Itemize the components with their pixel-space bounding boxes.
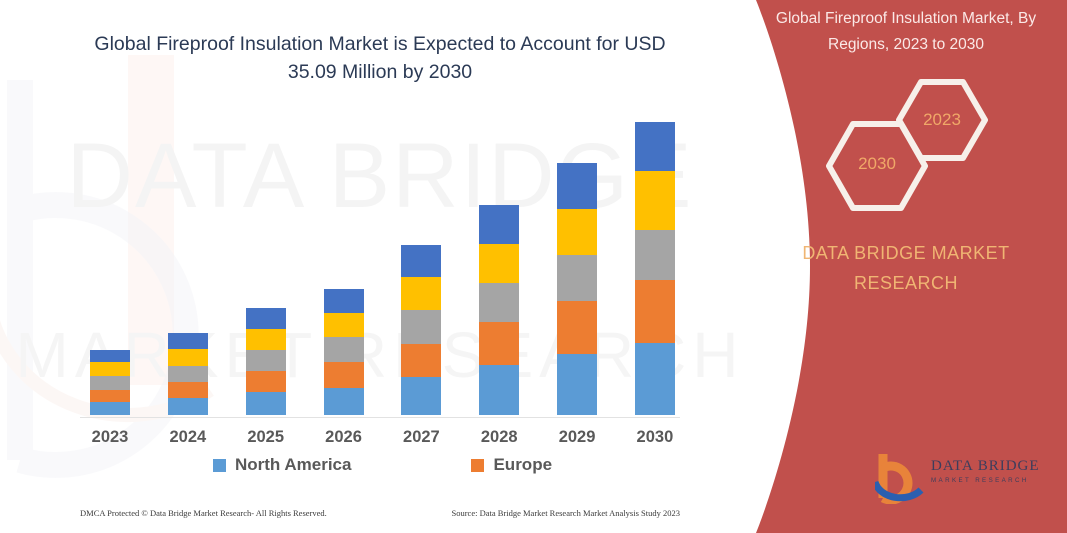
bar-2027 [401, 244, 442, 415]
bar-segment [557, 354, 598, 415]
bar-2023 [90, 349, 130, 415]
bar-segment [167, 333, 208, 349]
panel-brand-text: DATA BRIDGE MARKET RESEARCH [802, 243, 1010, 293]
chart-baseline-axis [80, 417, 680, 418]
legend-swatch-icon [471, 458, 485, 472]
chart-legend: North America Europe [90, 455, 675, 475]
x-axis-label-2024: 2024 [169, 428, 207, 446]
bar-segment [245, 370, 286, 392]
legend-label: Europe [493, 455, 553, 474]
bar-segment [634, 343, 675, 415]
bar-2028 [479, 204, 520, 415]
footer-source: Source: Data Bridge Market Research Mark… [451, 508, 680, 518]
bar-segment [557, 208, 598, 256]
bar-segment [245, 349, 286, 371]
logo-text-block: DATA BRIDGE MARKET RESEARCH [931, 458, 1065, 486]
page-title: Global Fireproof Insulation Market is Ex… [94, 33, 666, 83]
x-axis-label-2028: 2028 [480, 428, 518, 446]
bar-segment [90, 362, 130, 377]
bar-segment [479, 322, 520, 365]
panel-heading: Global Fireproof Insulation Market, By R… [775, 10, 1037, 53]
x-axis-label-2025: 2025 [247, 428, 285, 446]
x-axis-label-2023: 2023 [91, 428, 129, 446]
bar-2026 [323, 288, 364, 415]
bar-segment [557, 255, 598, 302]
x-axis-label-2030: 2030 [636, 428, 674, 446]
stacked-bar-chart [90, 110, 675, 415]
logo-tagline: MARKET RESEARCH [931, 477, 1029, 484]
bar-segment [401, 309, 442, 344]
bar-segment [323, 387, 364, 415]
logo-mark-icon [871, 454, 924, 505]
bar-segment [245, 328, 286, 350]
hexagon-2023-label: 2023 [923, 110, 961, 129]
bar-segment [323, 362, 364, 388]
bar-segment [479, 282, 520, 323]
bar-segment [90, 349, 130, 363]
bar-segment [323, 288, 364, 313]
legend-item[interactable]: North America [212, 455, 352, 475]
bar-segment [245, 391, 286, 415]
x-axis-label-2029: 2029 [558, 428, 596, 446]
bar-segment [634, 229, 675, 281]
bar-segment [167, 398, 208, 415]
bar-2025 [245, 307, 286, 415]
footer: DMCA Protected © Data Bridge Market Rese… [80, 508, 680, 518]
bar-segment [479, 243, 520, 283]
x-axis-labels: 2023 2024 2025 2026 2027 2028 2029 2030 [90, 428, 675, 447]
bar-segment [634, 280, 675, 344]
data-bridge-logo: DATA BRIDGE MARKET RESEARCH [871, 452, 1065, 508]
hexagon-2023-icon [896, 79, 988, 161]
bar-segment [557, 162, 598, 209]
bar-segment [167, 382, 208, 399]
bar-segment [634, 171, 675, 230]
legend-swatch-icon [212, 458, 226, 472]
bar-segment [90, 389, 130, 403]
bar-segment [167, 348, 208, 366]
bar-segment [90, 376, 130, 390]
bar-segment [401, 244, 442, 278]
bar-2029 [557, 162, 598, 415]
bar-segment [167, 365, 208, 383]
bar-segment [245, 307, 286, 329]
x-axis-label-2026: 2026 [325, 428, 362, 446]
bar-segment [479, 364, 520, 415]
bar-segment [401, 277, 442, 310]
hexagon-2030-label: 2030 [858, 154, 896, 173]
bar-segment [479, 204, 520, 244]
legend-label: North America [234, 455, 352, 474]
hexagon-group: 2030 2023 [745, 79, 1067, 211]
logo-name: DATA BRIDGE [931, 458, 1040, 474]
bar-2024 [167, 333, 208, 415]
bar-segment [401, 377, 442, 415]
bar-segment [90, 402, 130, 415]
legend-item[interactable]: Europe [471, 455, 552, 475]
bar-segment [323, 337, 364, 363]
right-panel-content: Global Fireproof Insulation Market, By R… [745, 0, 1067, 533]
bar-2030 [634, 121, 675, 415]
bar-segment [401, 343, 442, 378]
x-axis-label-2027: 2027 [403, 428, 440, 446]
bar-segment [557, 301, 598, 354]
bar-segment [634, 121, 675, 172]
footer-copyright: DMCA Protected © Data Bridge Market Rese… [80, 508, 327, 518]
bar-segment [323, 313, 364, 338]
